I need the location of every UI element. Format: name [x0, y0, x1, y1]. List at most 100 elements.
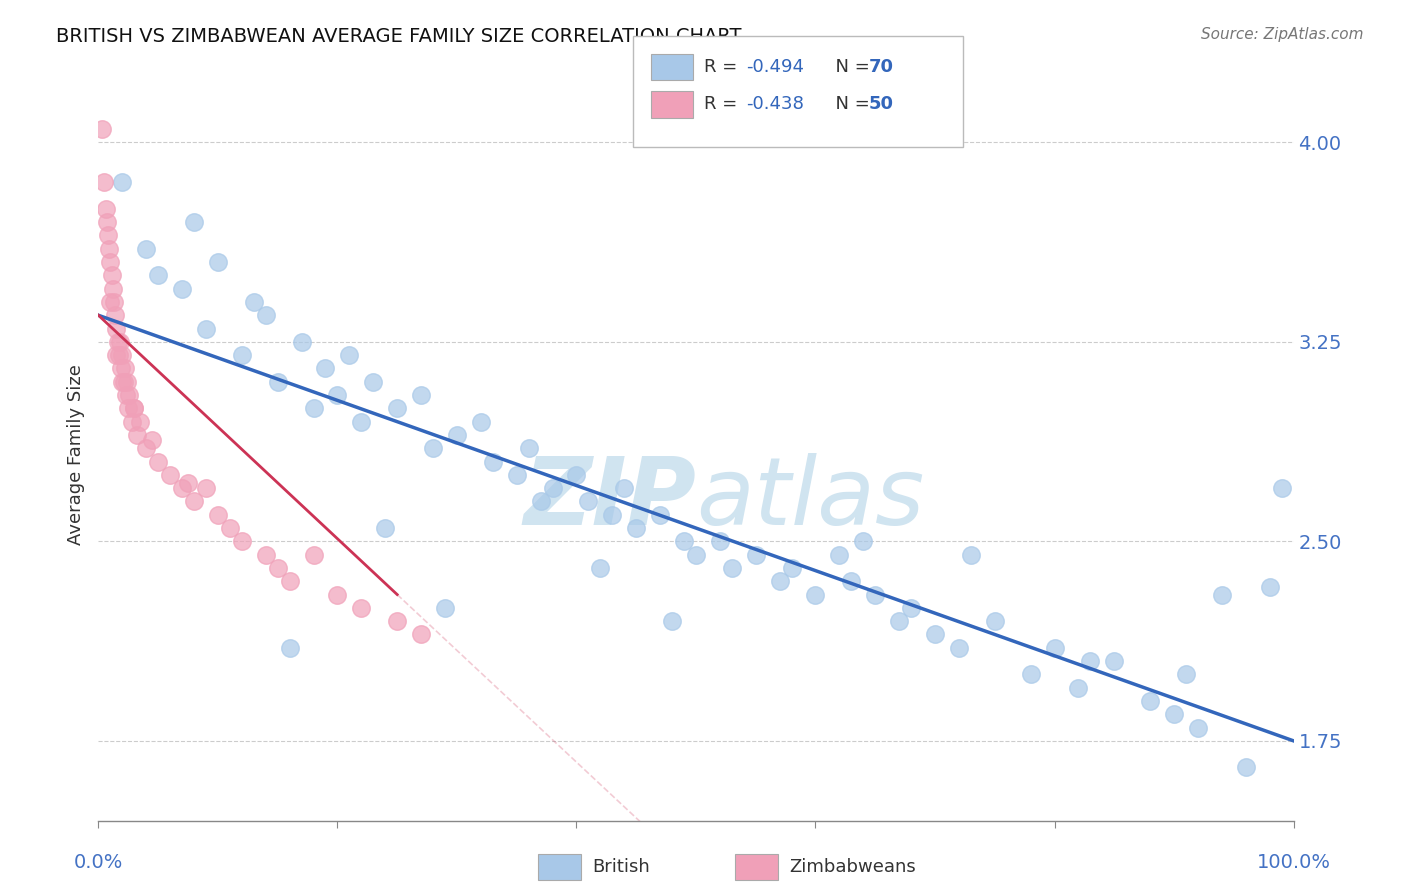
Point — [98, 295, 122, 310]
Point — [1043, 640, 1066, 655]
Point — [135, 442, 157, 456]
Point — [124, 401, 146, 416]
Point — [482, 454, 505, 468]
Point — [326, 588, 349, 602]
Point — [291, 334, 314, 349]
Text: N =: N = — [824, 58, 876, 76]
Point — [852, 534, 875, 549]
Point — [865, 588, 887, 602]
Text: N =: N = — [824, 95, 876, 113]
Point — [1258, 580, 1281, 594]
Text: R =: R = — [704, 58, 744, 76]
Point — [115, 388, 138, 402]
Point — [107, 348, 129, 362]
Point — [104, 308, 127, 322]
Point — [302, 401, 325, 416]
Point — [889, 614, 911, 628]
Point — [374, 521, 396, 535]
Point — [111, 348, 134, 362]
Point — [363, 375, 385, 389]
Point — [195, 481, 218, 495]
Point — [278, 574, 301, 589]
Point — [1019, 667, 1042, 681]
Point — [195, 321, 218, 335]
Point — [254, 548, 277, 562]
Point — [107, 334, 129, 349]
Point — [111, 175, 134, 189]
Point — [589, 561, 612, 575]
Point — [613, 481, 636, 495]
Text: atlas: atlas — [696, 453, 924, 544]
Point — [411, 627, 433, 641]
Point — [148, 268, 170, 283]
Point — [231, 534, 253, 549]
Text: R =: R = — [704, 95, 744, 113]
Point — [565, 467, 588, 482]
Point — [1175, 667, 1198, 681]
Point — [141, 434, 163, 448]
Point — [685, 548, 707, 562]
Point — [94, 202, 117, 216]
Point — [111, 375, 134, 389]
Point — [172, 481, 194, 495]
Point — [219, 521, 242, 535]
Point — [339, 348, 361, 362]
Point — [101, 282, 124, 296]
Point — [93, 175, 115, 189]
Point — [411, 388, 433, 402]
Point — [530, 494, 553, 508]
Point — [267, 375, 290, 389]
Text: 70: 70 — [869, 58, 894, 76]
Point — [124, 401, 146, 416]
Point — [350, 415, 373, 429]
Point — [1234, 760, 1257, 774]
Point — [105, 348, 128, 362]
Text: BRITISH VS ZIMBABWEAN AVERAGE FAMILY SIZE CORRELATION CHART: BRITISH VS ZIMBABWEAN AVERAGE FAMILY SIZ… — [56, 27, 742, 45]
Point — [1067, 681, 1090, 695]
Point — [159, 467, 181, 482]
Point — [129, 415, 152, 429]
Point — [446, 428, 468, 442]
Text: British: British — [592, 858, 650, 876]
Point — [117, 401, 139, 416]
Point — [112, 375, 135, 389]
Point — [207, 255, 229, 269]
Point — [98, 255, 122, 269]
Point — [243, 295, 266, 310]
Point — [541, 481, 564, 495]
Point — [828, 548, 851, 562]
Point — [924, 627, 946, 641]
Point — [1080, 654, 1102, 668]
Point — [1104, 654, 1126, 668]
Point — [1271, 481, 1294, 495]
Point — [103, 295, 125, 310]
Point — [385, 614, 409, 628]
Point — [650, 508, 672, 522]
Text: -0.438: -0.438 — [747, 95, 804, 113]
Point — [984, 614, 1007, 628]
Point — [177, 475, 200, 490]
Point — [326, 388, 349, 402]
Point — [91, 122, 114, 136]
Point — [115, 375, 138, 389]
Point — [267, 561, 290, 575]
Point — [278, 640, 301, 655]
Text: 100.0%: 100.0% — [1257, 853, 1330, 871]
Point — [804, 588, 827, 602]
Point — [1187, 721, 1209, 735]
Point — [1139, 694, 1161, 708]
Point — [385, 401, 409, 416]
Text: ZIP: ZIP — [523, 453, 696, 545]
Point — [422, 442, 444, 456]
Point — [578, 494, 600, 508]
Point — [110, 361, 132, 376]
Point — [745, 548, 768, 562]
Point — [302, 548, 325, 562]
Point — [183, 494, 205, 508]
Point — [350, 600, 373, 615]
Point — [434, 600, 457, 615]
Text: 0.0%: 0.0% — [73, 853, 124, 871]
Point — [1163, 707, 1185, 722]
Point — [948, 640, 970, 655]
Point — [315, 361, 337, 376]
